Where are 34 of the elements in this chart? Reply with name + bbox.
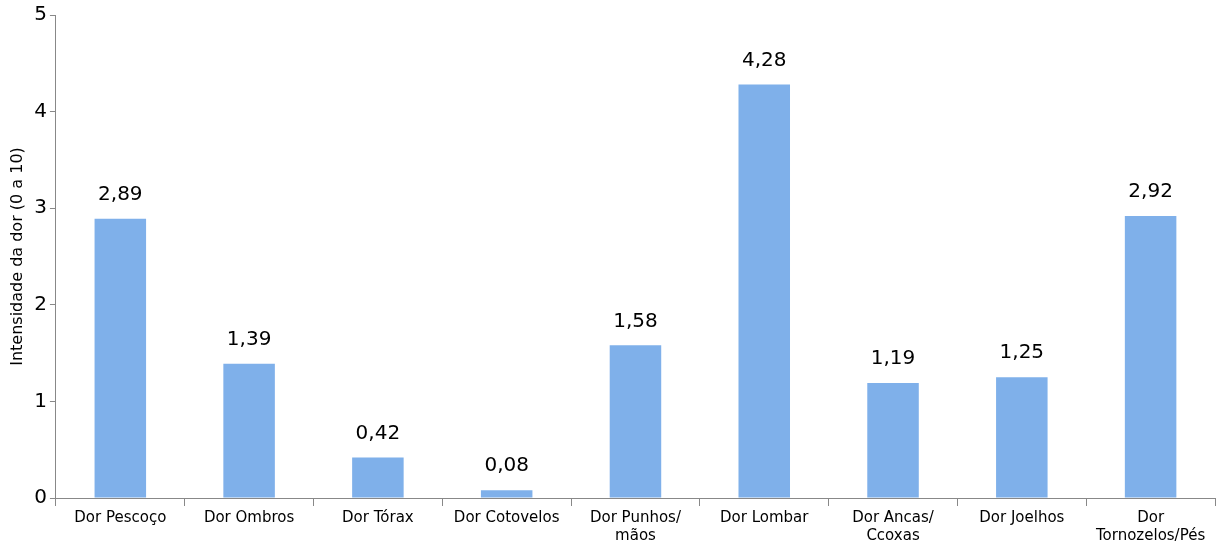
y-tick-label: 1	[34, 387, 47, 412]
bar	[480, 490, 533, 498]
data-label: 1,39	[226, 325, 272, 350]
y-tick-label: 3	[34, 194, 47, 219]
x-tick-label: Dor Pescoço	[74, 507, 167, 526]
x-tick-label: Dor Ombros	[203, 507, 295, 526]
bar	[738, 84, 791, 498]
bar	[867, 383, 919, 498]
bar	[996, 377, 1048, 498]
data-label: 2,89	[98, 181, 143, 206]
x-tick-label: Dor Ancas/ Ccoxas	[852, 507, 935, 544]
bar	[609, 345, 662, 498]
x-tick-label: Dor Tornozelos/Pés	[1094, 507, 1206, 544]
x-tick-label: Dor Tórax	[342, 507, 414, 526]
data-label: 1,19	[870, 345, 916, 370]
data-label: 1,25	[999, 339, 1045, 364]
data-label: 0,08	[484, 452, 529, 477]
data-label: 4,28	[741, 46, 787, 71]
data-label: 0,42	[355, 419, 401, 444]
x-tick-label: Dor Lombar	[720, 507, 810, 526]
bar	[94, 218, 147, 498]
data-label: 1,58	[613, 307, 658, 332]
y-tick-label: 2	[34, 291, 47, 315]
data-label: 2,92	[1128, 178, 1173, 203]
bar	[223, 363, 275, 498]
y-axis-title: Intensidade da dor (0 a 10)	[6, 147, 26, 366]
x-tick-label: Dor Cotovelos	[453, 507, 560, 526]
bar	[352, 457, 404, 498]
x-tick-label: Dor Joelhos	[979, 507, 1065, 526]
y-tick-label: 4	[34, 97, 47, 122]
bar	[1124, 215, 1177, 498]
x-tick-label: Dor Punhos/ mãos	[589, 507, 682, 544]
y-tick-label: 5	[34, 1, 47, 26]
y-tick-label: 0	[34, 484, 47, 509]
